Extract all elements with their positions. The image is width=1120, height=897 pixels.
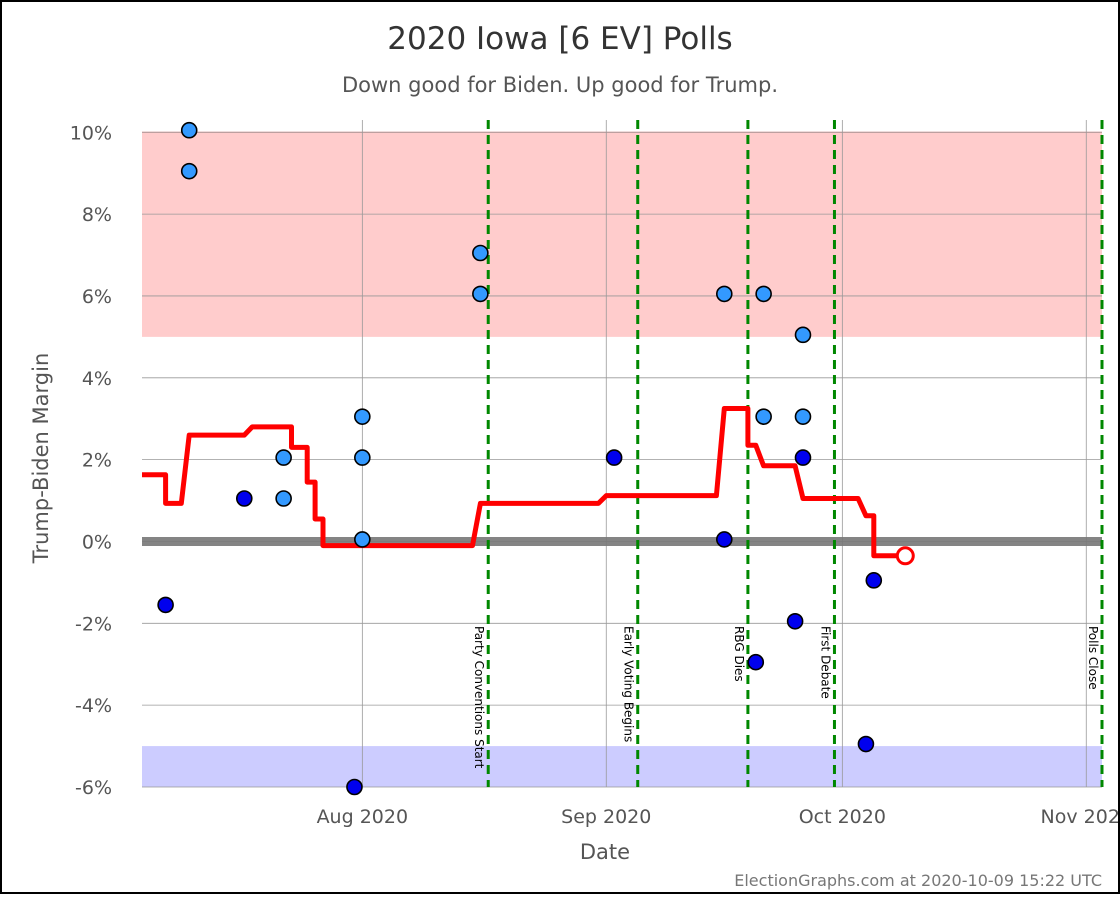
band-0 bbox=[142, 132, 1102, 337]
poll-point bbox=[857, 735, 875, 753]
poll-point bbox=[180, 162, 198, 180]
poll-point bbox=[472, 285, 489, 303]
poll-point bbox=[180, 121, 198, 139]
poll-point bbox=[755, 408, 772, 425]
event-label: Polls Close bbox=[1086, 626, 1100, 690]
x-axis-ticks: Aug 2020 Sep 2020 Oct 2020 Nov 2020 bbox=[317, 806, 1120, 828]
margin-bands bbox=[142, 131, 1102, 787]
chart-subtitle: Down good for Biden. Up good for Trump. bbox=[342, 73, 778, 97]
poll-point bbox=[157, 596, 174, 614]
y-tick-label: 6% bbox=[82, 286, 112, 308]
y-tick-label: 2% bbox=[82, 450, 112, 472]
poll-point bbox=[472, 244, 489, 262]
x-tick-label: Oct 2020 bbox=[799, 806, 886, 828]
event-markers: Party Conventions Start Early Voting Begi… bbox=[472, 120, 1104, 787]
band-1 bbox=[142, 746, 1102, 787]
poll-point bbox=[354, 408, 371, 425]
y-tick-label: 8% bbox=[82, 204, 112, 226]
event-label: Party Conventions Start bbox=[472, 626, 486, 769]
y-tick-label: 0% bbox=[82, 531, 112, 553]
event-label: RBG Dies bbox=[732, 626, 746, 682]
y-tick-label: 10% bbox=[70, 122, 112, 144]
poll-point bbox=[786, 612, 804, 630]
x-tick-label: Sep 2020 bbox=[561, 806, 651, 828]
poll-point bbox=[346, 778, 363, 796]
poll-point bbox=[794, 326, 812, 344]
poll-points bbox=[157, 121, 883, 796]
x-tick-label: Aug 2020 bbox=[317, 806, 409, 828]
y-axis-label: Trump-Biden Margin bbox=[29, 353, 53, 565]
y-axis-ticks: 10% 8% 6% 4% 2% 0% -2% -4% -6% bbox=[70, 122, 112, 799]
y-tick-label: -2% bbox=[75, 613, 112, 635]
poll-point bbox=[865, 572, 883, 589]
y-tick-label: -6% bbox=[75, 777, 112, 799]
x-tick-label: Nov 2020 bbox=[1041, 806, 1118, 828]
poll-point bbox=[794, 408, 812, 425]
poll-point bbox=[715, 531, 733, 548]
poll-point bbox=[715, 285, 733, 303]
poll-point bbox=[794, 449, 812, 466]
chart-title: 2020 Iowa [6 EV] Polls bbox=[387, 21, 732, 57]
poll-point bbox=[235, 490, 253, 507]
poll-point bbox=[605, 449, 623, 466]
poll-point bbox=[354, 531, 371, 548]
event-label: Early Voting Begins bbox=[622, 626, 636, 742]
latest-average-marker bbox=[895, 546, 915, 566]
poll-point bbox=[275, 449, 292, 466]
poll-point bbox=[747, 653, 765, 671]
x-axis-label: Date bbox=[580, 840, 630, 864]
poll-point bbox=[275, 490, 292, 507]
y-tick-label: 4% bbox=[82, 368, 112, 390]
average-line-group bbox=[142, 406, 915, 566]
average-line bbox=[142, 406, 906, 559]
poll-point bbox=[354, 449, 371, 466]
poll-point bbox=[755, 285, 772, 303]
credit-text: ElectionGraphs.com at 2020-10-09 15:22 U… bbox=[734, 871, 1102, 890]
y-tick-label: -4% bbox=[75, 695, 112, 717]
event-label: First Debate bbox=[818, 626, 832, 699]
